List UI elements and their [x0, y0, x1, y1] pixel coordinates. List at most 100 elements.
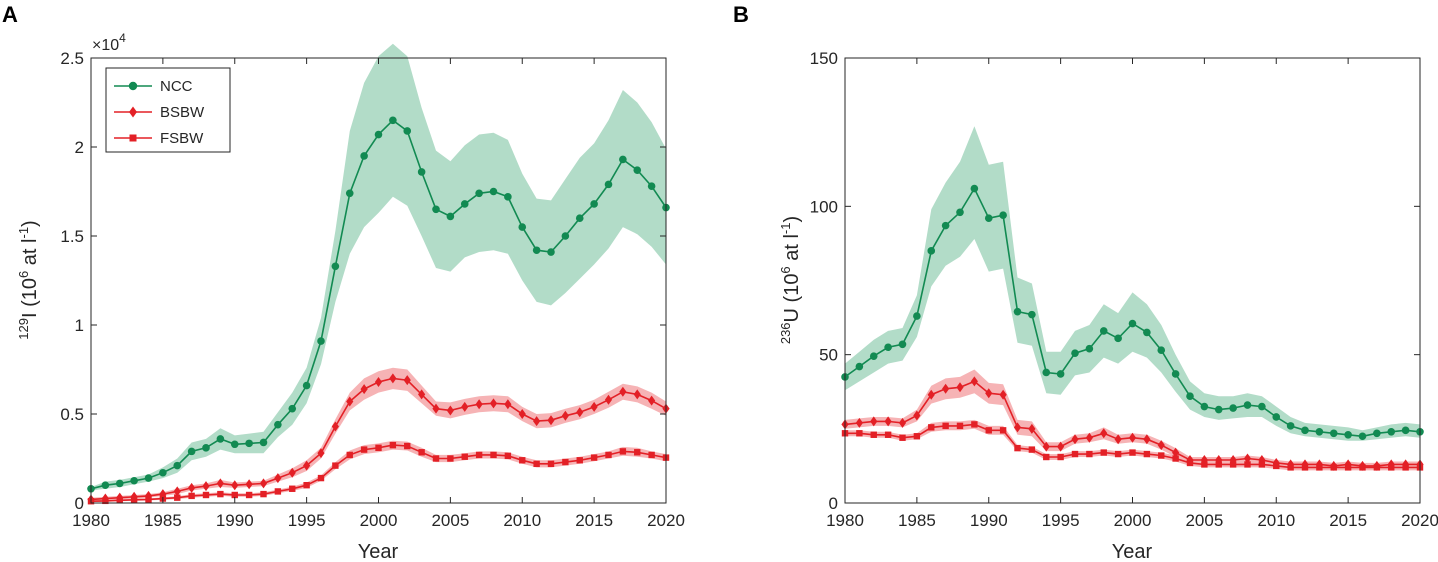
point-bsbw-1989	[216, 478, 224, 489]
point-ncc-2015	[590, 200, 598, 208]
point-fsbw-1984	[899, 434, 906, 441]
point-fsbw-2005	[447, 455, 454, 462]
point-ncc-1999	[360, 152, 368, 160]
point-fsbw-2009	[1258, 461, 1266, 468]
point-ncc-2010	[1272, 413, 1281, 421]
point-bsbw-2000	[1128, 432, 1137, 443]
point-fsbw-1987	[942, 422, 949, 430]
x-tick-label: 2015	[575, 511, 613, 530]
point-bsbw-2008	[1243, 453, 1252, 464]
legend-marker-bsbw	[129, 106, 137, 118]
y-tick-label: 2	[75, 138, 84, 157]
point-fsbw-2004	[432, 455, 440, 462]
point-ncc-1981	[101, 481, 110, 490]
point-ncc-1985	[913, 312, 921, 320]
point-ncc-2000	[1128, 319, 1137, 328]
point-ncc-2003	[417, 168, 426, 176]
point-bsbw-2009	[1258, 454, 1266, 465]
point-ncc-2004	[432, 205, 440, 214]
y-tick-label: 50	[819, 346, 838, 365]
point-bsbw-1992	[259, 478, 268, 489]
point-fsbw-1998	[346, 451, 353, 459]
x-tick-label: 1995	[1042, 511, 1080, 530]
legend-entry-fsbw: FSBW	[114, 130, 204, 147]
series-line-bsbw-a	[90, 377, 667, 501]
point-ncc-1981	[855, 362, 864, 371]
point-ncc-1988	[956, 208, 964, 217]
point-fsbw-2019	[1402, 464, 1409, 471]
point-ncc-1992	[1013, 307, 1022, 316]
point-fsbw-1983	[884, 431, 892, 438]
point-ncc-1989	[216, 435, 225, 443]
point-fsbw-1994	[1043, 453, 1050, 461]
point-fsbw-2004	[1186, 459, 1194, 467]
point-bsbw-2012	[547, 415, 555, 426]
point-ncc-1988	[202, 444, 210, 452]
y-axis-label-b: 236U (106 at l-1)	[778, 216, 803, 344]
point-fsbw-2008	[1244, 461, 1251, 468]
legend-label-fsbw: FSBW	[160, 130, 204, 147]
point-fsbw-1986	[174, 494, 181, 501]
legend-label-bsbw: BSBW	[160, 104, 205, 121]
point-fsbw-1992	[1014, 444, 1021, 452]
point-ncc-1982	[869, 352, 878, 360]
point-bsbw-1981	[855, 417, 863, 428]
point-ncc-2002	[1157, 346, 1166, 355]
point-ncc-1986	[927, 247, 936, 255]
point-fsbw-2010	[1273, 462, 1280, 470]
point-fsbw-1981	[102, 497, 109, 505]
point-bsbw-1992	[1013, 422, 1022, 433]
y-tick-label: 0.5	[60, 405, 84, 424]
point-fsbw-2014	[576, 457, 583, 464]
point-bsbw-2019	[648, 395, 656, 406]
point-fsbw-1982	[116, 497, 123, 504]
point-bsbw-2007	[1229, 454, 1237, 465]
point-ncc-2017	[619, 155, 627, 164]
point-bsbw-1985	[913, 410, 921, 421]
point-fsbw-2001	[1143, 450, 1151, 458]
point-fsbw-1986	[928, 424, 935, 431]
point-fsbw-1984	[145, 496, 152, 503]
point-bsbw-2005	[1200, 454, 1208, 465]
point-fsbw-1988	[202, 491, 210, 499]
point-bsbw-1994	[1042, 441, 1050, 452]
point-fsbw-2001	[389, 441, 397, 449]
point-ncc-1987	[941, 221, 950, 230]
point-fsbw-1983	[130, 496, 138, 503]
point-ncc-2018	[1387, 428, 1396, 436]
point-fsbw-1985	[913, 433, 921, 440]
x-tick-label: 2005	[1185, 511, 1223, 530]
point-ncc-2013	[1315, 428, 1324, 436]
point-ncc-2019	[647, 182, 656, 190]
point-bsbw-1996	[317, 448, 325, 459]
point-ncc-2012	[1301, 426, 1309, 435]
point-ncc-1987	[187, 447, 196, 456]
point-bsbw-2015	[590, 401, 598, 412]
point-ncc-2014	[1329, 429, 1338, 438]
point-fsbw-2002	[1158, 452, 1165, 459]
y-tick-label: 100	[810, 197, 838, 216]
point-bsbw-2014	[576, 407, 584, 418]
x-axis-label-b: Year	[1112, 541, 1153, 562]
point-ncc-1991	[999, 211, 1007, 220]
y-tick-label: 1.5	[60, 227, 84, 246]
point-bsbw-1998	[1100, 428, 1108, 439]
point-bsbw-2016	[604, 394, 613, 405]
point-ncc-2013	[561, 232, 570, 240]
legend-marker-fsbw	[129, 134, 137, 142]
point-fsbw-1993	[1028, 446, 1036, 453]
point-bsbw-1984	[898, 417, 907, 428]
point-bsbw-2002	[1157, 440, 1165, 451]
point-bsbw-2018	[633, 389, 641, 400]
point-ncc-2003	[1171, 370, 1180, 378]
point-ncc-2014	[575, 214, 584, 222]
point-bsbw-1996	[1071, 434, 1079, 445]
x-tick-label: 2000	[360, 511, 398, 530]
point-ncc-1996	[317, 337, 325, 345]
point-bsbw-2003	[1172, 447, 1180, 458]
point-ncc-2004	[1186, 392, 1194, 401]
point-fsbw-2003	[1172, 455, 1179, 462]
point-ncc-2006	[460, 200, 469, 208]
y-tick-label: 1	[75, 316, 84, 335]
